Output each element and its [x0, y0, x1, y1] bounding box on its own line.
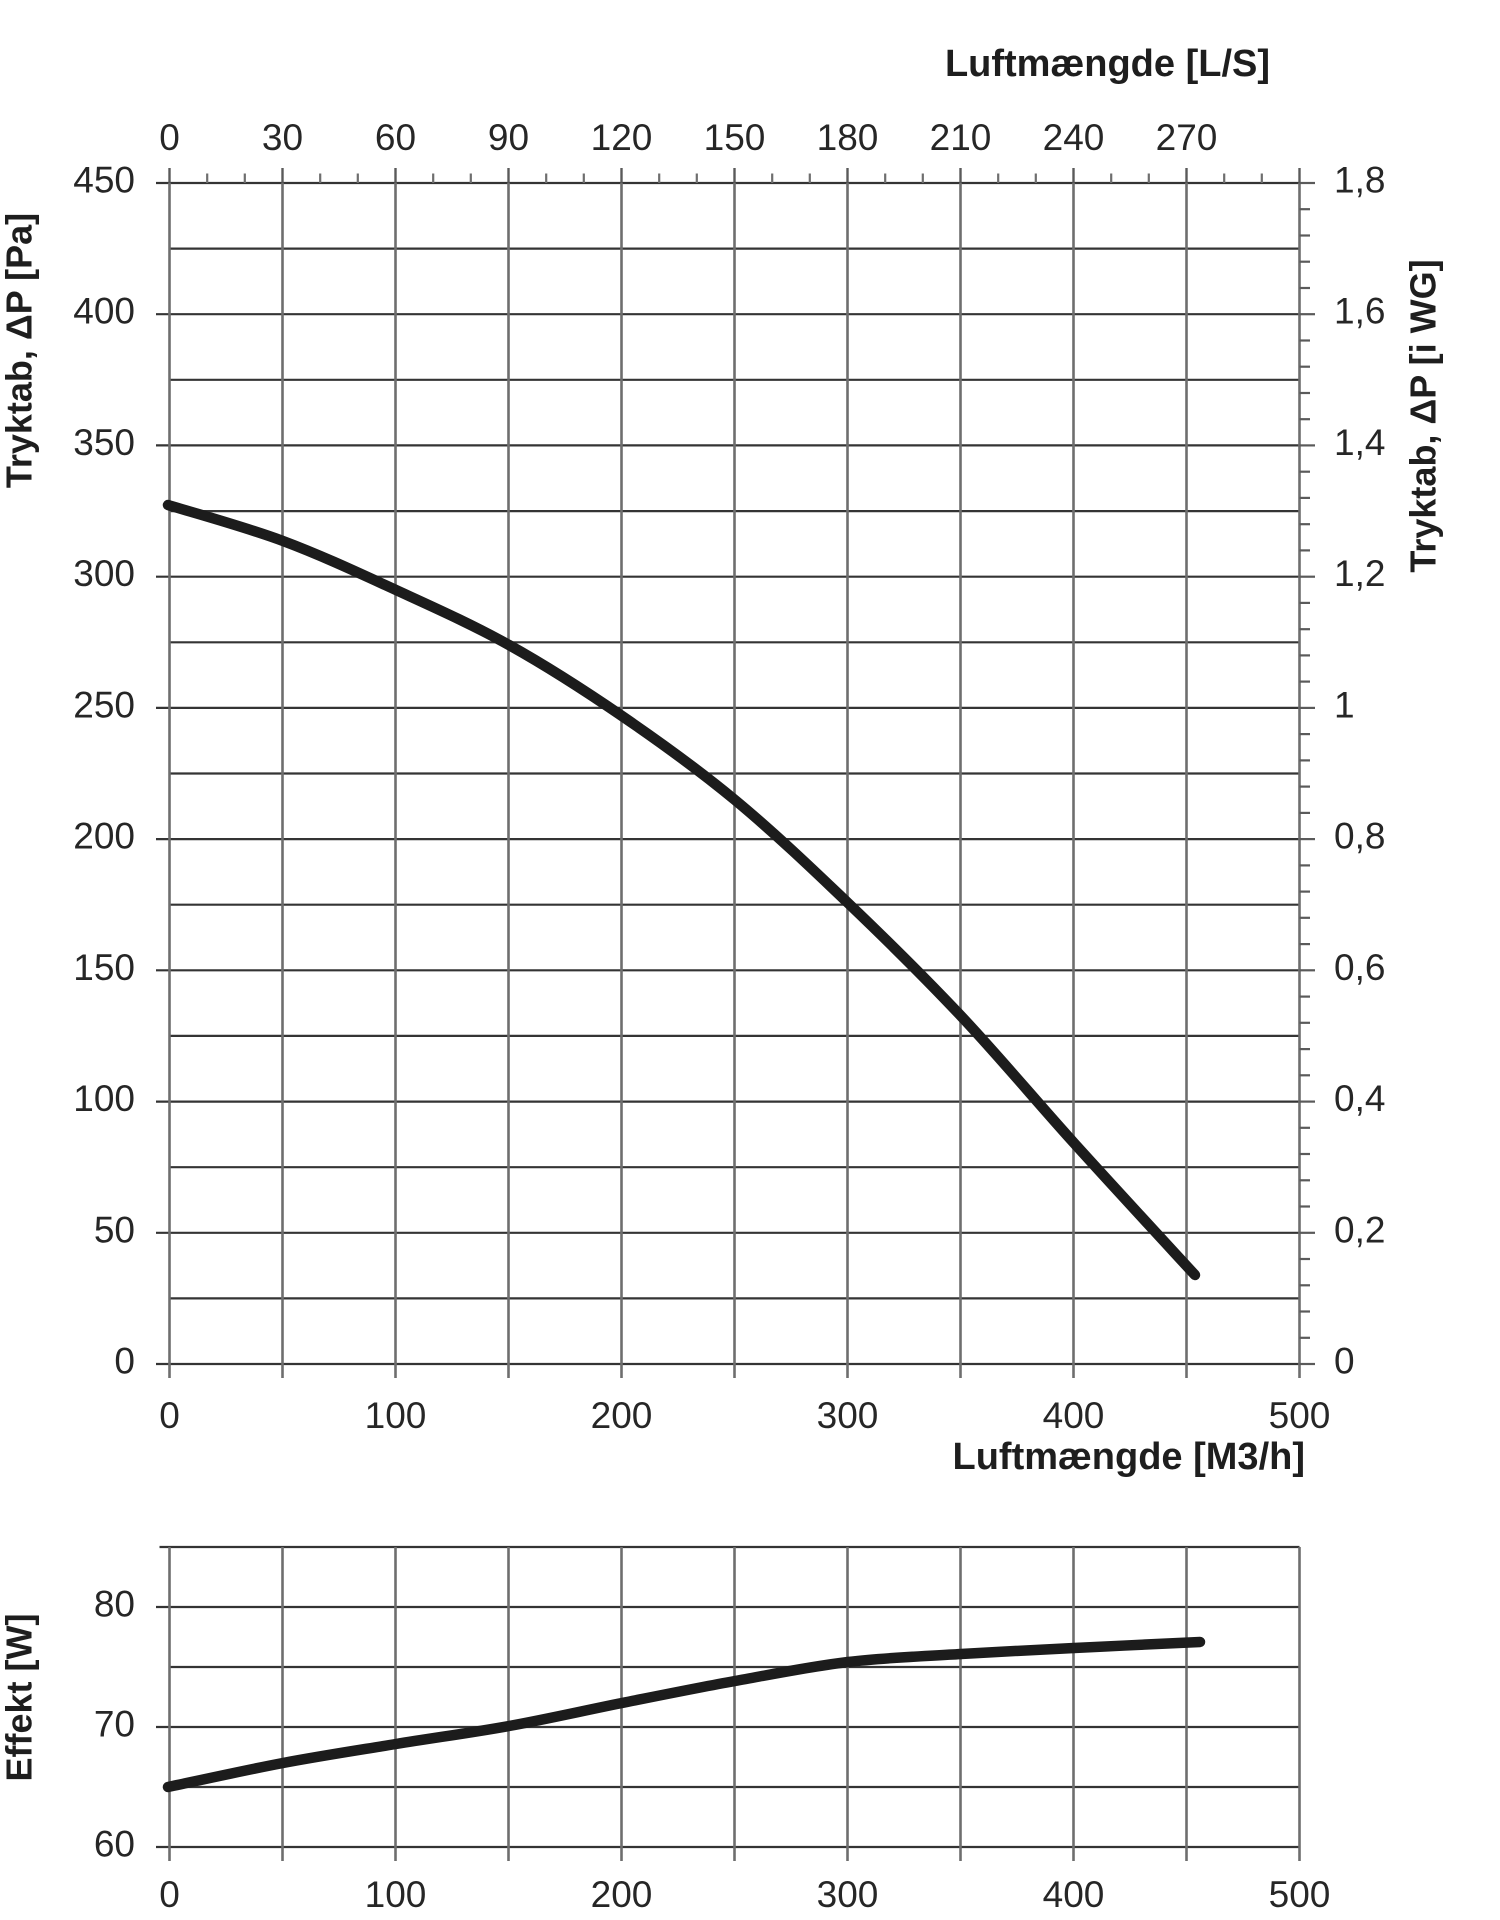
svg-text:270: 270	[1156, 117, 1218, 158]
svg-text:1,2: 1,2	[1334, 553, 1385, 594]
svg-text:0: 0	[159, 1395, 180, 1436]
svg-text:0,4: 0,4	[1334, 1078, 1385, 1119]
svg-text:250: 250	[73, 684, 135, 725]
svg-text:350: 350	[73, 422, 135, 463]
svg-text:450: 450	[73, 160, 135, 201]
svg-text:400: 400	[73, 291, 135, 332]
svg-text:400: 400	[1043, 1395, 1105, 1436]
svg-text:0,6: 0,6	[1334, 947, 1385, 988]
svg-text:1,4: 1,4	[1334, 422, 1385, 463]
svg-text:150: 150	[73, 947, 135, 988]
svg-text:0,2: 0,2	[1334, 1209, 1385, 1250]
svg-text:100: 100	[73, 1078, 135, 1119]
svg-text:1: 1	[1334, 684, 1355, 725]
svg-text:150: 150	[704, 117, 766, 158]
svg-text:200: 200	[73, 816, 135, 857]
svg-text:1,6: 1,6	[1334, 291, 1385, 332]
svg-text:30: 30	[262, 117, 303, 158]
svg-text:210: 210	[930, 117, 992, 158]
svg-text:Tryktab, ΔP [Pa]: Tryktab, ΔP [Pa]	[0, 213, 40, 488]
svg-text:0: 0	[114, 1341, 135, 1382]
svg-text:500: 500	[1269, 1395, 1331, 1436]
svg-text:0: 0	[159, 1874, 180, 1915]
svg-text:1,8: 1,8	[1334, 160, 1385, 201]
svg-text:50: 50	[94, 1209, 135, 1250]
svg-text:0: 0	[1334, 1341, 1355, 1382]
svg-text:Luftmængde [L/S]: Luftmængde [L/S]	[945, 43, 1270, 85]
svg-text:240: 240	[1043, 117, 1105, 158]
svg-text:0: 0	[159, 117, 180, 158]
svg-text:70: 70	[94, 1704, 135, 1745]
svg-text:0,8: 0,8	[1334, 816, 1385, 857]
svg-text:60: 60	[94, 1824, 135, 1865]
svg-text:90: 90	[488, 117, 529, 158]
svg-text:300: 300	[73, 553, 135, 594]
svg-text:200: 200	[591, 1395, 653, 1436]
svg-text:200: 200	[591, 1874, 653, 1915]
svg-text:120: 120	[591, 117, 653, 158]
svg-text:60: 60	[375, 117, 416, 158]
svg-text:500: 500	[1269, 1874, 1331, 1915]
svg-text:300: 300	[817, 1874, 879, 1915]
svg-text:400: 400	[1043, 1874, 1105, 1915]
svg-text:Effekt [W]: Effekt [W]	[0, 1614, 40, 1782]
svg-text:300: 300	[817, 1395, 879, 1436]
svg-text:Luftmængde [M3/h]: Luftmængde [M3/h]	[952, 1436, 1305, 1478]
svg-text:80: 80	[94, 1584, 135, 1625]
svg-text:180: 180	[817, 117, 879, 158]
svg-text:100: 100	[365, 1874, 427, 1915]
svg-text:100: 100	[365, 1395, 427, 1436]
svg-text:Tryktab, ΔP [i WG]: Tryktab, ΔP [i WG]	[1403, 259, 1444, 572]
